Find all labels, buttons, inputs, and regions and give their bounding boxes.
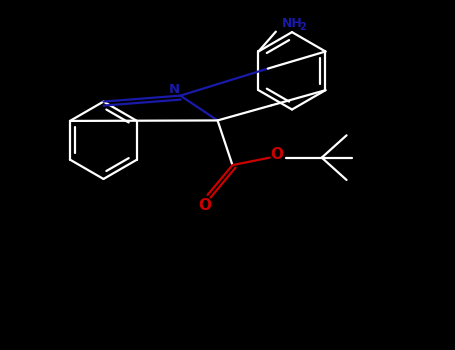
Text: 2: 2 xyxy=(300,22,306,32)
Text: N: N xyxy=(169,83,180,96)
Text: O: O xyxy=(271,147,283,162)
Text: NH: NH xyxy=(282,17,303,30)
Text: O: O xyxy=(199,198,212,213)
